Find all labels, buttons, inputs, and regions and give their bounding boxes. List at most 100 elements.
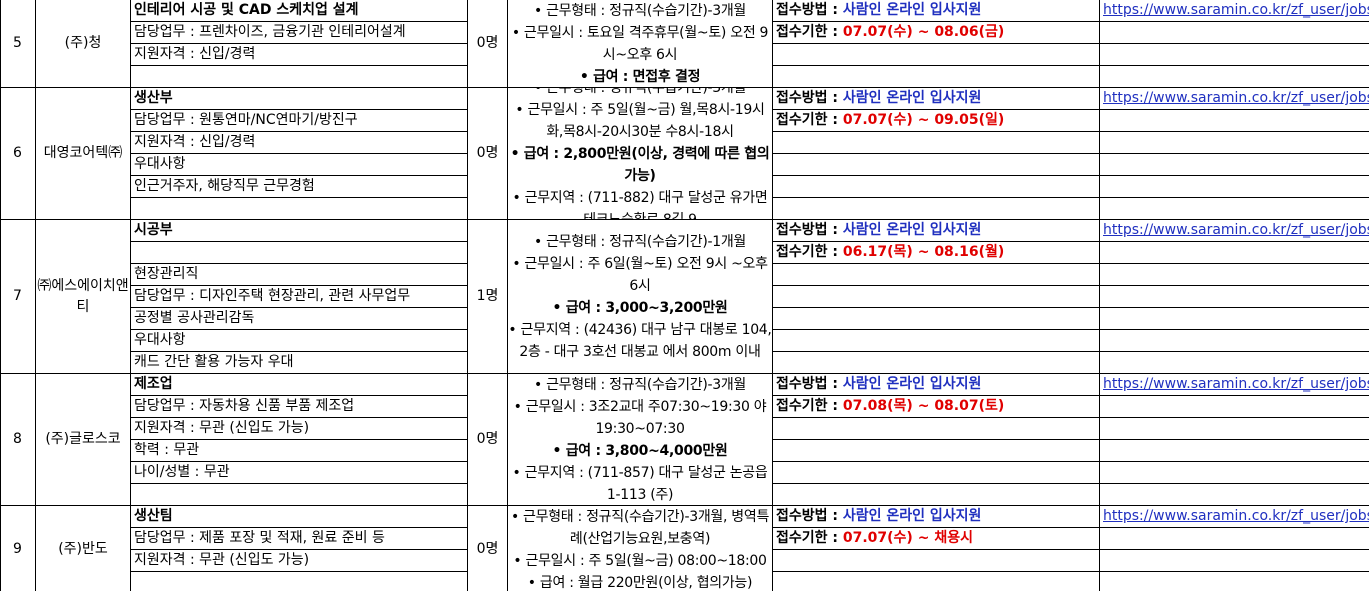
condition-item: • 근무지역 : (42436) 대구 남구 대봉로 104, 2층 - 대구 …: [508, 321, 772, 360]
headcount: 1명: [468, 220, 508, 374]
detail-cell: 지원자격 : 신입/경력: [131, 132, 468, 154]
apply-cell: [773, 66, 1100, 88]
detail-cell: [131, 66, 468, 88]
deadline-label: 접수기한 :: [776, 244, 843, 260]
detail-cell: 담당업무 : 프렌차이즈, 금융기관 인테리어설계: [131, 22, 468, 44]
row-number: 9: [0, 506, 36, 591]
apply-cell: [773, 418, 1100, 440]
url-link[interactable]: https://www.saramin.co.kr/zf_user/jobs/: [1103, 90, 1369, 106]
conditions: • 근무형태 : 정규직(수습기간)-3개월 • 근무일시 : 주 5일(월~금)…: [508, 88, 773, 220]
condition-item: • 급여 : 3,800~4,000만원: [552, 442, 728, 459]
condition-item: • 근무형태 : 정규직(수습기간)-3개월, 병역특례(산업기능요원,보충역): [510, 508, 770, 547]
apply-cell: [773, 264, 1100, 286]
apply-cell: [773, 440, 1100, 462]
apply-cell: 접수기한 : 07.07(수) ~ 09.05(일): [773, 110, 1100, 132]
headcount: 0명: [468, 88, 508, 220]
url-cell: [1100, 330, 1369, 352]
detail-cell: 현장관리직: [131, 264, 468, 286]
deadline: 06.17(목) ~ 08.16(월): [842, 244, 1005, 260]
condition-item: • 급여 : 월급 220만원(이상, 협의가능): [527, 574, 753, 591]
detail-cell: 생산팀: [131, 506, 468, 528]
method: 사람인 온라인 입사지원: [842, 2, 982, 18]
url-cell: [1100, 198, 1369, 220]
detail-cell: 우대사항: [131, 330, 468, 352]
url-link[interactable]: https://www.saramin.co.kr/zf_user/jobs/: [1103, 222, 1369, 238]
deadline: 07.07(수) ~ 08.06(금): [842, 24, 1005, 40]
deadline-label: 접수기한 :: [776, 398, 843, 414]
detail-cell: [131, 572, 468, 591]
deadline-label: 접수기한 :: [776, 530, 843, 546]
url-cell: [1100, 176, 1369, 198]
detail-cell: 담당업무 : 자동차용 신품 부품 제조업: [131, 396, 468, 418]
detail-cell: [131, 484, 468, 506]
url-cell: [1100, 286, 1369, 308]
method-label: 접수방법 :: [776, 376, 843, 392]
url-cell: [1100, 550, 1369, 572]
apply-cell: [773, 308, 1100, 330]
method-label: 접수방법 :: [776, 90, 843, 106]
detail-cell: 지원자격 : 신입/경력: [131, 44, 468, 66]
detail-cell: 생산부: [131, 88, 468, 110]
method: 사람인 온라인 입사지원: [842, 376, 982, 392]
deadline: 07.08(목) ~ 08.07(토): [842, 398, 1005, 414]
url-cell: [1100, 66, 1369, 88]
condition-item: • 급여 : 면접후 결정: [579, 68, 701, 85]
apply-cell: 접수기한 : 07.07(수) ~ 채용시: [773, 528, 1100, 550]
url-cell: [1100, 418, 1369, 440]
apply-cell: [773, 176, 1100, 198]
row-number: 8: [0, 374, 36, 506]
url-link[interactable]: https://www.saramin.co.kr/zf_user/jobs/: [1103, 376, 1369, 392]
method: 사람인 온라인 입사지원: [842, 90, 982, 106]
url-cell: https://www.saramin.co.kr/zf_user/jobs/: [1100, 0, 1369, 22]
apply-cell: [773, 44, 1100, 66]
url-cell: [1100, 242, 1369, 264]
detail-cell: 학력 : 무관: [131, 440, 468, 462]
company: (주)글로스코: [36, 374, 131, 506]
condition-item: • 급여 : 2,800만원(이상, 경력에 따른 협의 가능): [510, 145, 770, 184]
url-cell: [1100, 308, 1369, 330]
apply-cell: [773, 132, 1100, 154]
deadline-label: 접수기한 :: [776, 112, 843, 128]
detail-cell: [131, 198, 468, 220]
row-number: 5: [0, 0, 36, 88]
apply-cell: [773, 330, 1100, 352]
method-label: 접수방법 :: [776, 222, 843, 238]
conditions: • 근무형태 : 정규직(수습기간)-3개월, 병역특례(산업기능요원,보충역)…: [508, 506, 773, 591]
apply-cell: [773, 286, 1100, 308]
url-link[interactable]: https://www.saramin.co.kr/zf_user/jobs/: [1103, 2, 1369, 18]
apply-cell: 접수방법 : 사람인 온라인 입사지원: [773, 220, 1100, 242]
apply-cell: [773, 198, 1100, 220]
apply-cell: [773, 484, 1100, 506]
detail-cell: 나이/성별 : 무관: [131, 462, 468, 484]
detail-cell: 담당업무 : 원통연마/NC연마기/방진구: [131, 110, 468, 132]
condition-item: • 근무형태 : 정규직(수습기간)-3개월: [533, 376, 747, 393]
url-cell: https://www.saramin.co.kr/zf_user/jobs/: [1100, 506, 1369, 528]
deadline: 07.07(수) ~ 09.05(일): [842, 112, 1005, 128]
company: 대영코어텍㈜: [36, 88, 131, 220]
url-cell: https://www.saramin.co.kr/zf_user/jobs/: [1100, 88, 1369, 110]
url-cell: https://www.saramin.co.kr/zf_user/jobs/: [1100, 374, 1369, 396]
apply-cell: 접수방법 : 사람인 온라인 입사지원: [773, 506, 1100, 528]
detail-cell: 지원자격 : 무관 (신입도 가능): [131, 418, 468, 440]
detail-cell: 담당업무 : 디자인주택 현장관리, 관련 사무업무: [131, 286, 468, 308]
url-link[interactable]: https://www.saramin.co.kr/zf_user/jobs/: [1103, 508, 1369, 524]
detail-cell: 시공부: [131, 220, 468, 242]
condition-item: • 근무지역 : (711-882) 대구 달성군 유가면 테크노순환로 8길 …: [512, 189, 768, 220]
url-cell: [1100, 572, 1369, 591]
url-cell: [1100, 22, 1369, 44]
detail-cell: 인테리어 시공 및 CAD 스케치업 설계: [131, 0, 468, 22]
url-cell: [1100, 132, 1369, 154]
condition-item: • 근무일시 : 3조2교대 주07:30~19:30 야19:30~07:30: [513, 398, 767, 437]
method: 사람인 온라인 입사지원: [842, 508, 982, 524]
url-cell: [1100, 440, 1369, 462]
url-cell: [1100, 528, 1369, 550]
url-cell: [1100, 352, 1369, 374]
headcount: 0명: [468, 0, 508, 88]
url-cell: [1100, 396, 1369, 418]
apply-cell: [773, 352, 1100, 374]
condition-item: • 근무일시 : 토요일 격주휴무(월~토) 오전 9시~오후 6시: [511, 24, 769, 63]
detail-cell: 인근거주자, 해당직무 근무경험: [131, 176, 468, 198]
conditions: • 근무형태 : 정규직(수습기간)-1개월 • 근무일시 : 주 6일(월~토)…: [508, 220, 773, 374]
row-number: 6: [0, 88, 36, 220]
